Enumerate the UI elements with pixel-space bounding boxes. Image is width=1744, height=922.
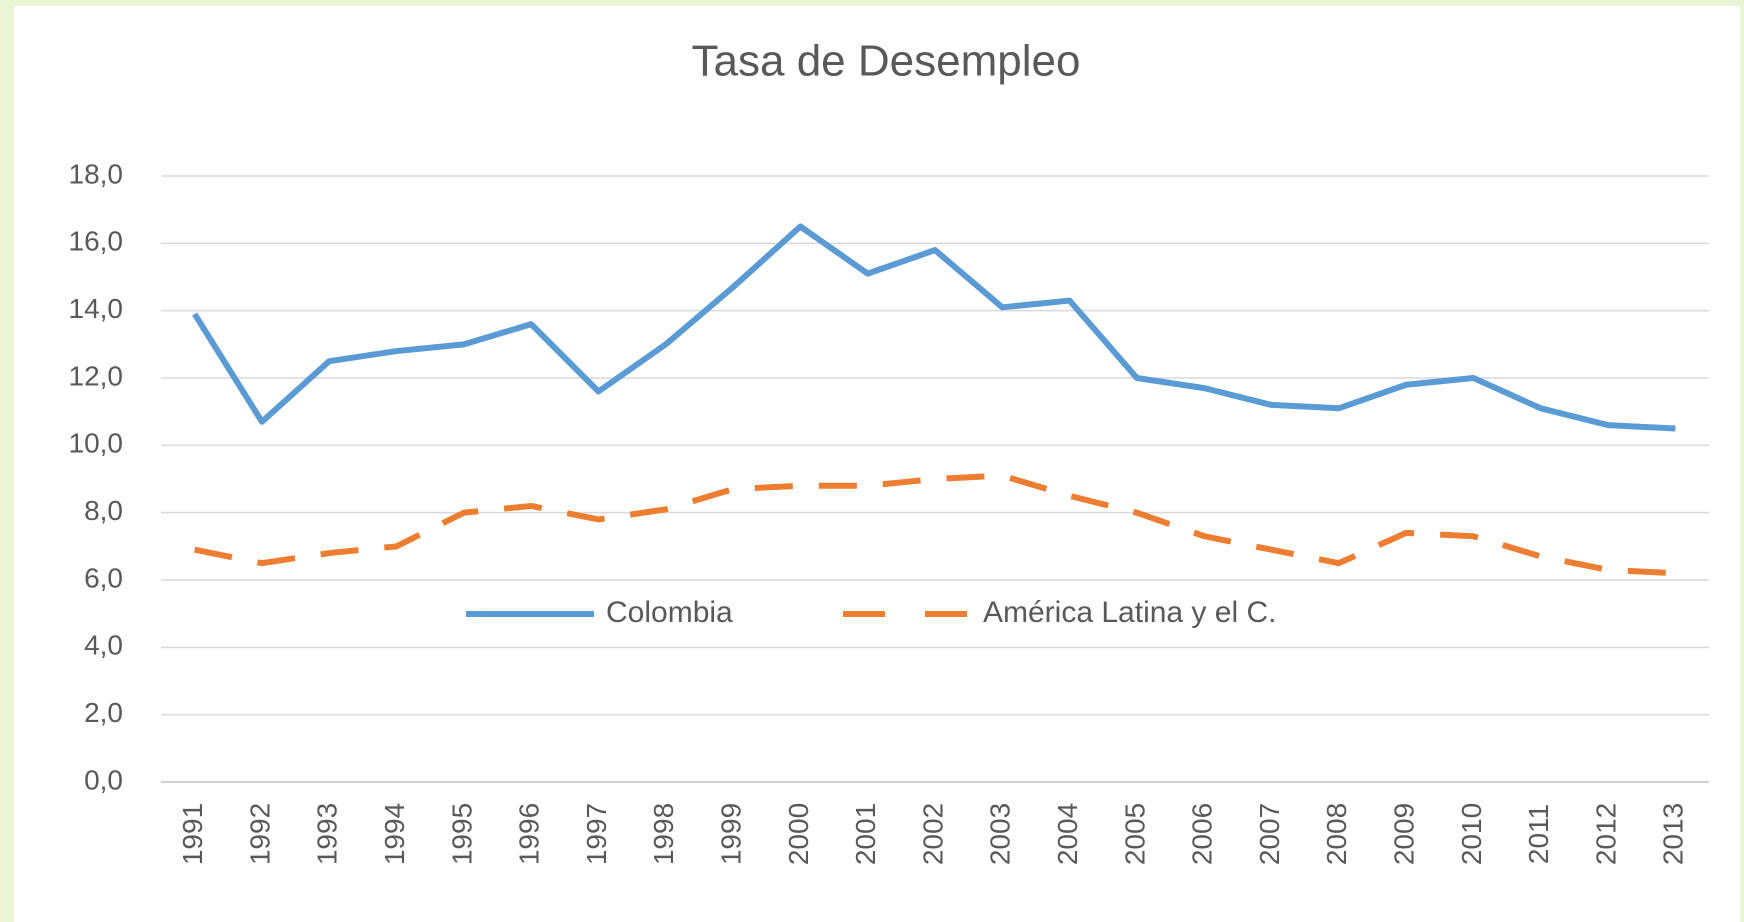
x-tick-label: 2009 <box>1389 803 1420 865</box>
y-tick-label: 6,0 <box>84 562 123 593</box>
series-line <box>192 223 1676 432</box>
y-tick-label: 14,0 <box>69 293 124 324</box>
chart-title: Tasa de Desempleo <box>692 37 1081 86</box>
x-tick-label: 2008 <box>1321 803 1352 865</box>
x-tick-label: 1991 <box>177 803 208 865</box>
x-tick-label: 2005 <box>1119 803 1150 865</box>
x-tick-label: 1993 <box>312 803 343 865</box>
chart-area <box>14 6 1740 922</box>
y-tick-label: 10,0 <box>69 428 124 459</box>
x-tick-label: 1998 <box>648 803 679 865</box>
legend-label: América Latina y el C. <box>983 596 1276 629</box>
x-tick-label: 2010 <box>1456 803 1487 865</box>
y-tick-label: 16,0 <box>69 226 124 257</box>
y-tick-label: 4,0 <box>84 630 123 661</box>
x-tick-label: 1994 <box>379 803 410 865</box>
x-tick-label: 2007 <box>1254 803 1285 865</box>
x-tick-label: 2012 <box>1590 803 1621 865</box>
x-tick-label: 1997 <box>581 803 612 865</box>
x-tick-label: 2001 <box>850 803 881 865</box>
y-tick-label: 0,0 <box>84 764 123 795</box>
x-tick-label: 1999 <box>715 803 746 865</box>
x-tick-label: 2003 <box>985 803 1016 865</box>
x-tick-label: 2002 <box>917 803 948 865</box>
x-tick-label: 1992 <box>244 803 275 865</box>
x-tick-label: 2004 <box>1052 803 1083 865</box>
y-tick-label: 8,0 <box>84 495 123 526</box>
x-tick-label: 2011 <box>1523 804 1554 864</box>
y-tick-label: 2,0 <box>84 697 123 728</box>
x-tick-label: 2000 <box>783 803 814 865</box>
x-tick-label: 2006 <box>1187 803 1218 865</box>
x-tick-label: 2013 <box>1658 803 1689 865</box>
x-tick-label: 1995 <box>446 803 477 865</box>
y-tick-label: 18,0 <box>69 158 124 189</box>
y-tick-label: 12,0 <box>69 360 124 391</box>
x-tick-label: 1996 <box>514 803 545 865</box>
legend-label: Colombia <box>606 596 733 629</box>
